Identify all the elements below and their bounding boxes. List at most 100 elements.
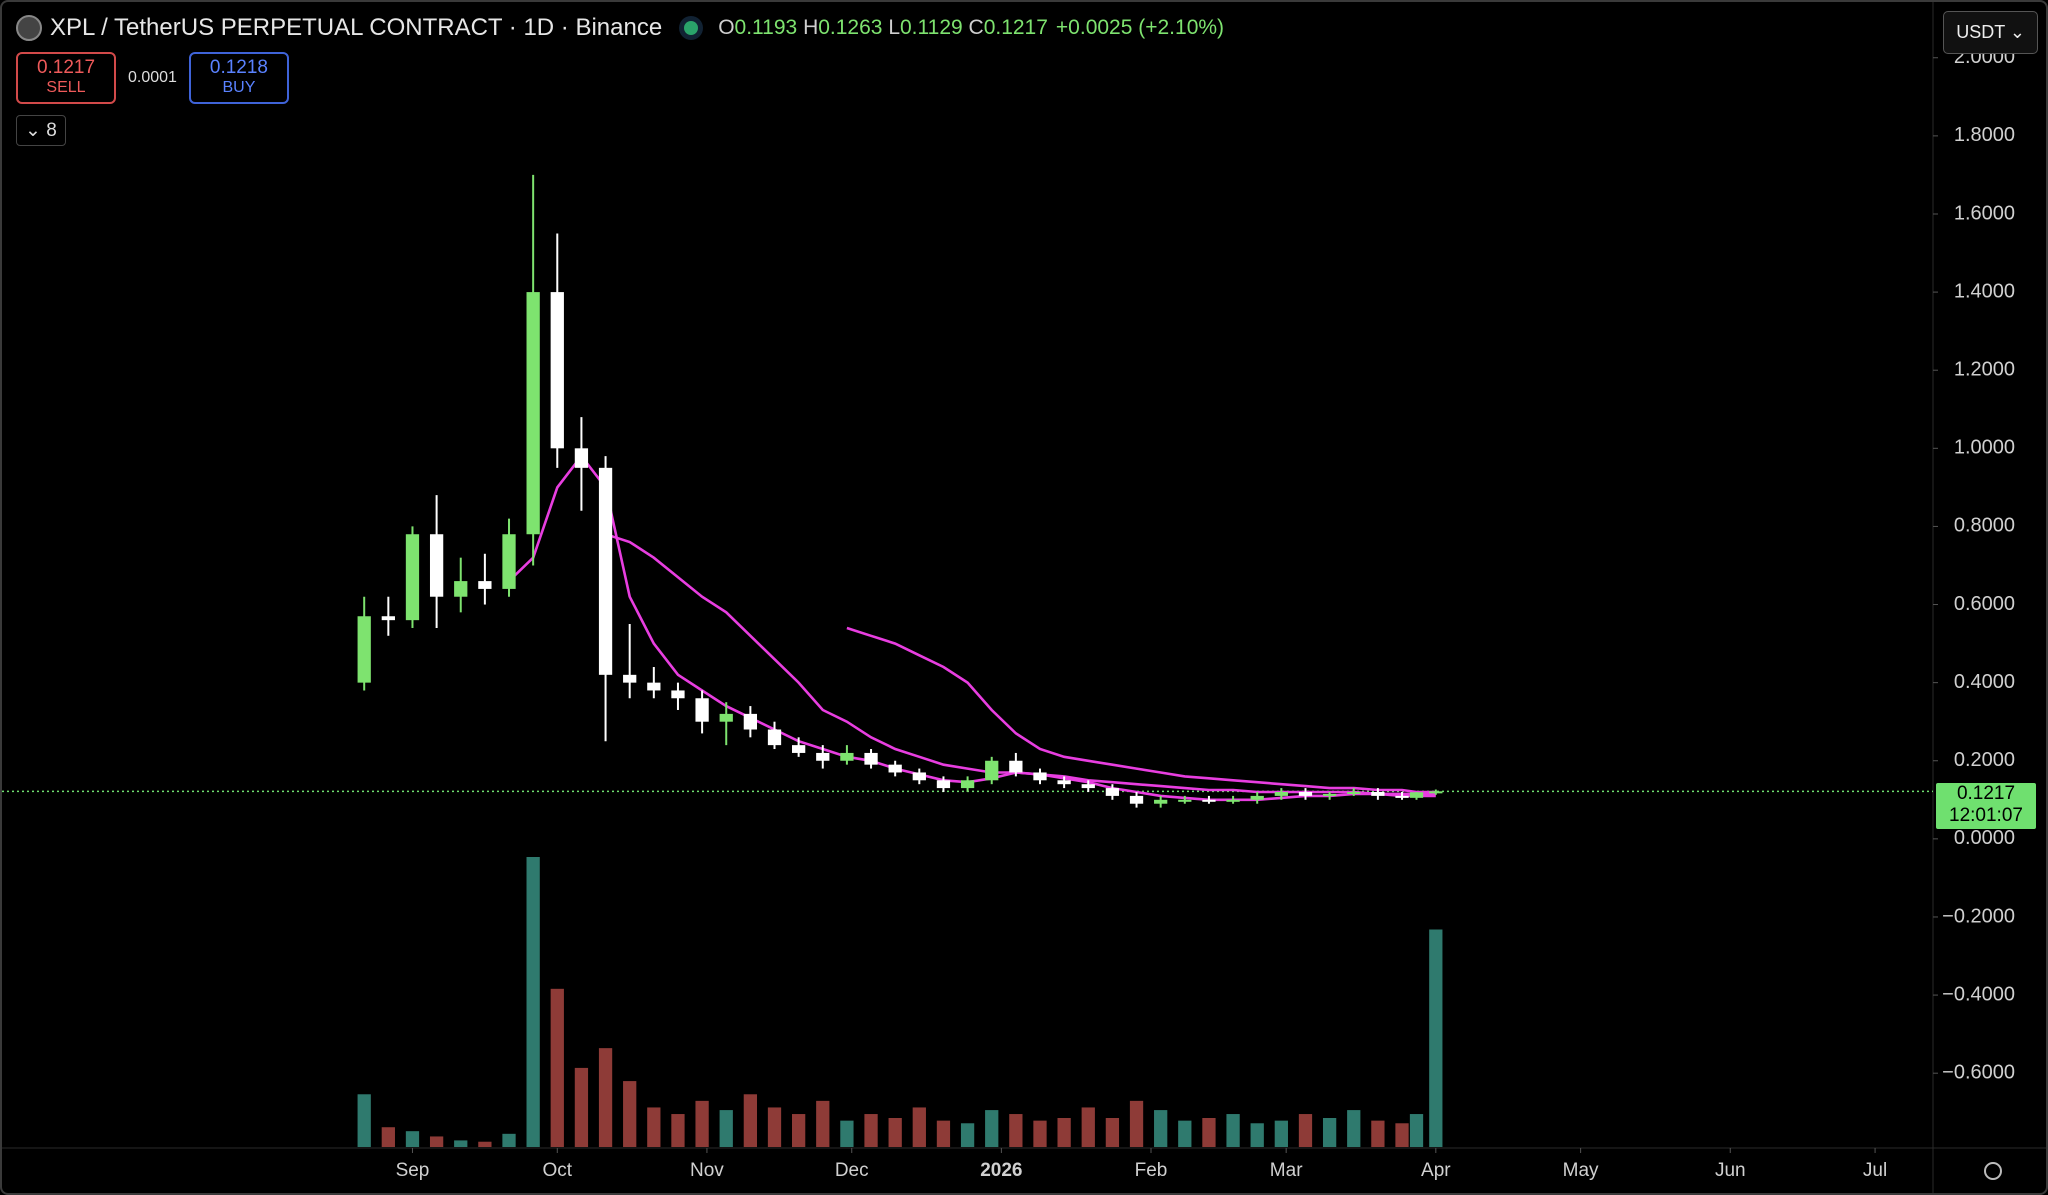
ohlc-key: O — [718, 16, 735, 39]
volume-bar — [1429, 929, 1443, 1147]
volume-bar — [985, 1110, 999, 1147]
candle-body — [816, 752, 830, 761]
volume-bar — [1033, 1120, 1047, 1147]
y-tick-label: 0.8000 — [1954, 515, 2015, 537]
candle-body — [574, 448, 589, 468]
header: XPL / TetherUS PERPETUAL CONTRACT · 1D ·… — [16, 14, 1224, 42]
sell-button[interactable]: 0.1217 SELL — [16, 52, 116, 104]
ohlc-value: 0.1129 — [900, 16, 963, 39]
candle-body — [888, 764, 902, 773]
volume-bar — [816, 1100, 830, 1147]
candle-body — [912, 772, 926, 781]
x-tick-label: 2026 — [980, 1160, 1022, 1181]
volume-bar — [1274, 1120, 1288, 1147]
y-tick-label: 1.4000 — [1954, 280, 2015, 302]
x-tick-label: May — [1563, 1160, 1599, 1181]
volume-bar — [1105, 1118, 1120, 1147]
buy-price: 0.1218 — [209, 57, 268, 78]
candle-body — [1202, 799, 1216, 802]
volume-bar — [1371, 1120, 1385, 1147]
candle-body — [864, 752, 878, 765]
y-tick-label: 1.0000 — [1954, 437, 2015, 459]
y-tick-label: −0.6000 — [1942, 1061, 2015, 1083]
volume-bar — [960, 1123, 975, 1147]
volume-bar — [1322, 1118, 1337, 1147]
candle-body — [1409, 792, 1424, 798]
volume-bar — [1178, 1120, 1192, 1147]
volume-bar — [1081, 1107, 1095, 1147]
y-tick-label: 0.6000 — [1954, 593, 2015, 615]
price-label: 0.1217 12:01:07 — [1936, 783, 2036, 830]
candle-body — [454, 581, 468, 597]
volume-bar — [792, 1114, 806, 1147]
x-tick-label: Dec — [835, 1160, 869, 1181]
candle-body — [1322, 793, 1337, 796]
x-tick-label: Oct — [543, 1160, 573, 1181]
volume-bar — [1298, 1114, 1313, 1147]
x-tick-label: Nov — [690, 1160, 724, 1181]
buy-label: BUY — [222, 79, 256, 96]
buy-button[interactable]: 0.1218 BUY — [188, 52, 289, 104]
candle-body — [1057, 780, 1071, 785]
y-tick-label: 1.2000 — [1954, 358, 2015, 380]
volume-bar — [1395, 1123, 1409, 1147]
volume-bar — [647, 1107, 661, 1147]
y-tick-label: 0.2000 — [1954, 749, 2015, 771]
volume-bar — [719, 1110, 733, 1147]
candle-body — [719, 713, 733, 722]
candle-body — [840, 752, 854, 761]
ohlc: O0.1193 H0.1263 L0.1129 C0.1217 — [718, 16, 1048, 40]
candle-body — [1274, 791, 1288, 796]
ohlc-key: H — [803, 16, 819, 39]
volume-bar — [1347, 1110, 1361, 1147]
candle-body — [1226, 799, 1240, 802]
sell-price: 0.1217 — [36, 57, 96, 78]
moving-average — [605, 532, 1436, 796]
candle-body — [1033, 772, 1047, 781]
candle-body — [1347, 791, 1361, 794]
ohlc-value: 0.1193 — [734, 16, 798, 39]
currency-select[interactable]: USDT ⌄ — [1943, 11, 2038, 54]
candle-body — [1129, 795, 1144, 804]
volume-bar — [695, 1100, 709, 1147]
volume-bar — [743, 1094, 758, 1147]
volume-bar — [623, 1081, 637, 1147]
market-status — [684, 21, 699, 35]
volume-bar — [1226, 1114, 1240, 1147]
volume-bar — [1057, 1118, 1071, 1147]
sell-label: SELL — [46, 79, 86, 96]
volume-bar — [936, 1120, 951, 1147]
volume-bar — [840, 1120, 854, 1147]
volume-bar — [405, 1131, 420, 1147]
candle-body — [502, 534, 516, 589]
ohlc-value: 0.1263 — [818, 16, 883, 39]
candle-body — [647, 682, 661, 691]
volume-bar — [598, 1048, 613, 1147]
candle-body — [381, 616, 395, 621]
countdown: 12:01:07 — [1949, 805, 2023, 827]
candle-body — [767, 729, 782, 746]
volume-bar — [1154, 1110, 1168, 1147]
candle-body — [1298, 791, 1313, 796]
trade-panel: 0.1217 SELL 0.0001 0.1218 BUY — [16, 52, 289, 104]
spread: 0.0001 — [128, 69, 177, 86]
volume-bar — [1129, 1100, 1144, 1147]
volume-bar — [888, 1118, 902, 1147]
x-tick-label: Sep — [396, 1160, 430, 1181]
candle-body — [792, 745, 806, 753]
candle-body — [936, 780, 951, 789]
symbol-title[interactable]: XPL / TetherUS PERPETUAL CONTRACT · 1D ·… — [50, 14, 663, 41]
x-tick-label: Jul — [1863, 1160, 1887, 1181]
ohlc-value: 0.1217 — [983, 16, 1048, 39]
settings-icon[interactable] — [1984, 1162, 2002, 1180]
candle-body — [960, 780, 975, 789]
indicators-toggle[interactable]: ⌄ 8 — [16, 115, 66, 146]
y-tick-label: −0.4000 — [1942, 983, 2015, 1005]
candle-body — [1081, 784, 1095, 789]
candle-body — [695, 698, 709, 722]
y-tick-label: 1.6000 — [1954, 202, 2015, 224]
candle-body — [623, 674, 637, 683]
volume-bar — [478, 1141, 492, 1147]
